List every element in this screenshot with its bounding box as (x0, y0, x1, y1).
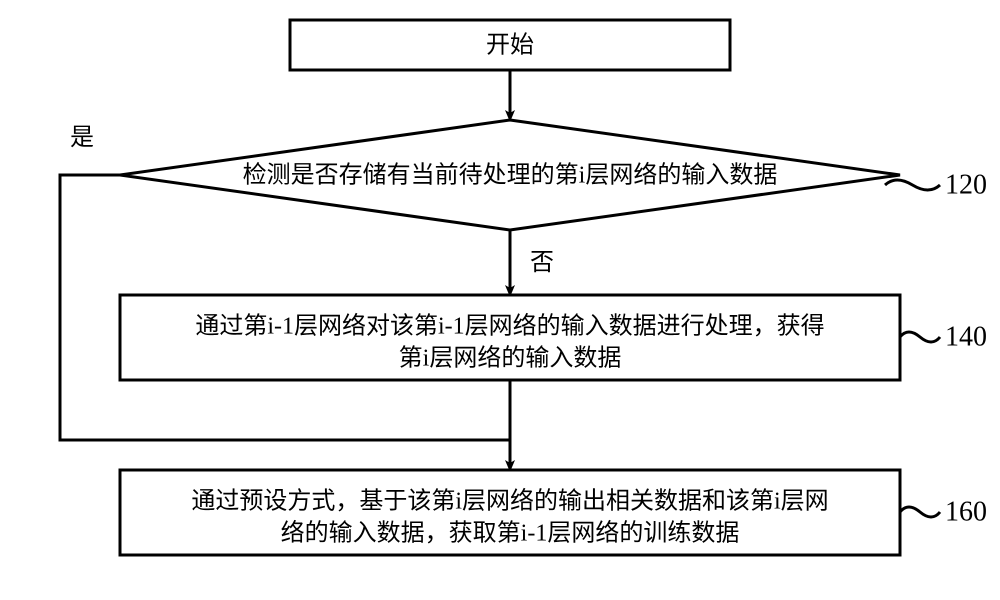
node-process2: 通过预设方式，基于该第i层网络的输出相关数据和该第i层网络的输入数据，获取第i-… (120, 470, 900, 555)
ref-120: 120 (885, 169, 987, 200)
edge-1: 否 (510, 230, 554, 295)
node-start: 开始 (290, 20, 730, 70)
decision-label: 检测是否存储有当前待处理的第i层网络的输入数据 (243, 162, 778, 189)
ref-140: 140 (900, 321, 987, 352)
process1-line-1: 第i层网络的输入数据 (399, 345, 622, 372)
process2-line-0: 通过预设方式，基于该第i层网络的输出相关数据和该第i层网 (191, 487, 828, 514)
node-process1: 通过第i-1层网络对该第i-1层网络的输入数据进行处理，获得第i层网络的输入数据 (120, 295, 900, 380)
edge-label-3: 是 (70, 125, 94, 151)
ref-label-160: 160 (945, 496, 987, 527)
flowchart-canvas: 否 是 开始检测是否存储有当前待处理的第i层网络的输入数据通过第i-1层网络对该第… (0, 0, 1000, 600)
node-decision: 检测是否存储有当前待处理的第i层网络的输入数据 (120, 120, 900, 230)
edge-label-1: 否 (530, 250, 554, 276)
process2-line-1: 络的输入数据，获取第i-1层网络的训练数据 (281, 520, 740, 547)
process1-line-0: 通过第i-1层网络对该第i-1层网络的输入数据进行处理，获得 (195, 312, 824, 339)
start-label: 开始 (486, 32, 534, 59)
ref-label-120: 120 (945, 169, 987, 200)
ref-160: 160 (900, 496, 987, 527)
ref-label-140: 140 (945, 321, 987, 352)
